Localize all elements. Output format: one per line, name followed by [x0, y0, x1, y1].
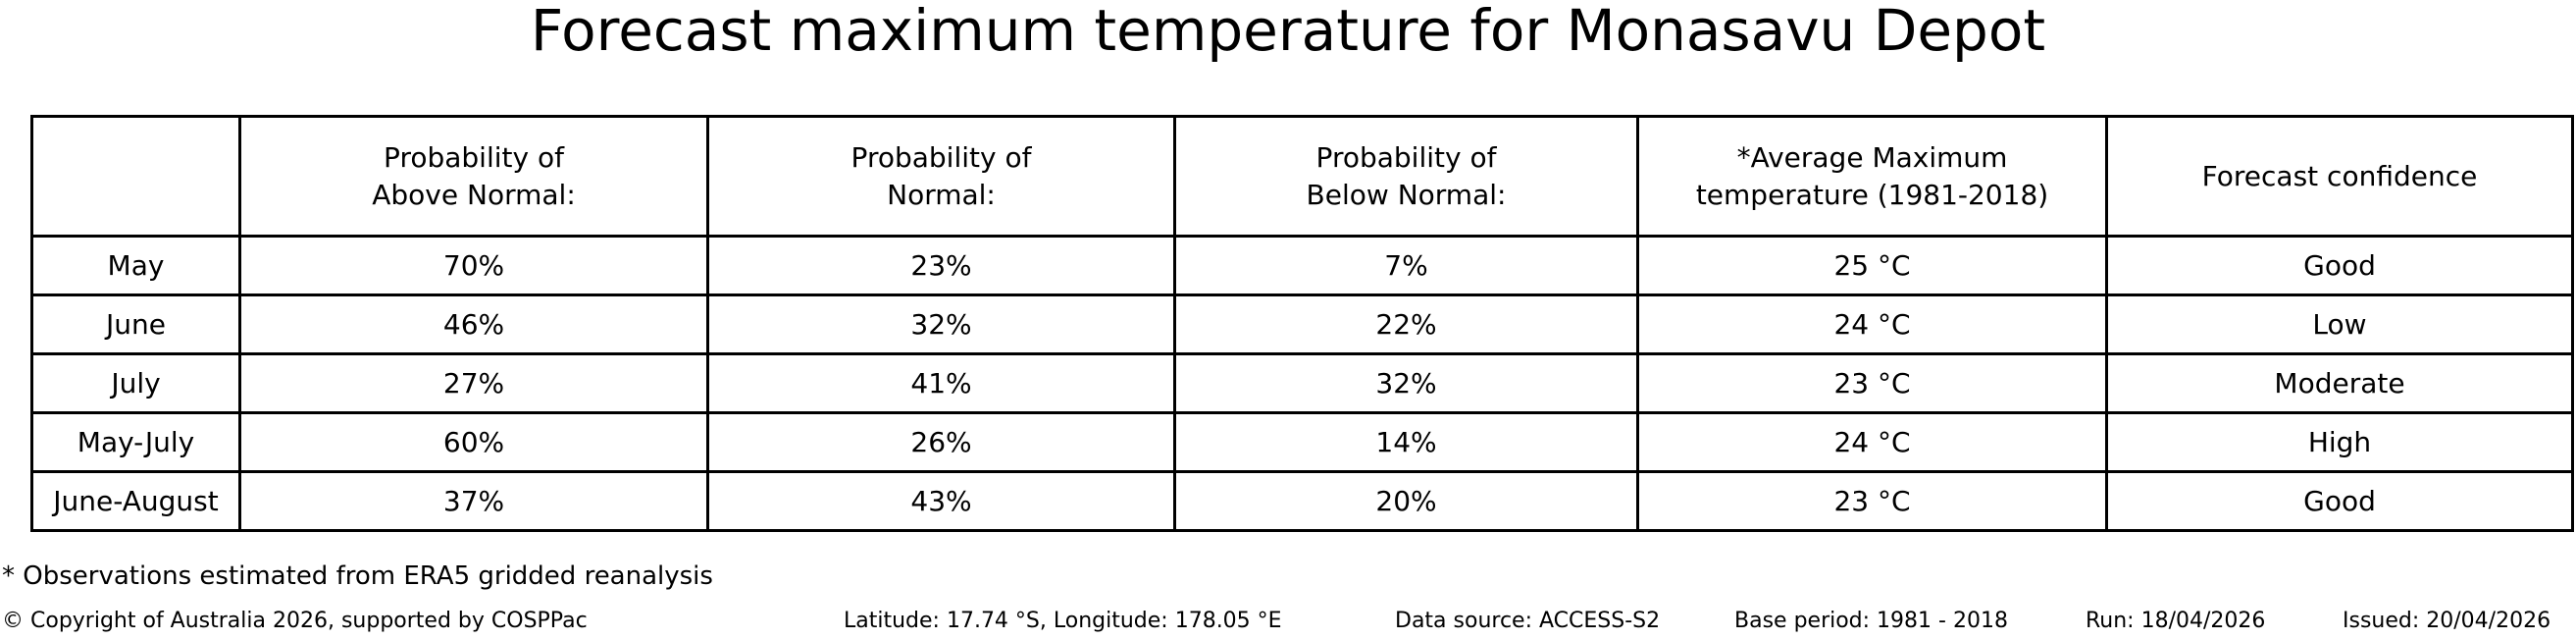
table-row: May 70% 23% 7% 25 °C Good	[30, 235, 2574, 296]
cell-normal: 26%	[706, 411, 1176, 473]
cell-forecast-confidence: Moderate	[2105, 352, 2574, 414]
cell-forecast-confidence: Good	[2105, 235, 2574, 296]
table-row: May-July 60% 26% 14% 24 °C High	[30, 411, 2574, 473]
forecast-table: Probability of Above Normal: Probability…	[30, 115, 2574, 532]
observations-footnote: * Observations estimated from ERA5 gridd…	[2, 561, 713, 591]
cell-above-normal: 46%	[238, 293, 709, 355]
location-coordinates: Latitude: 17.74 °S, Longitude: 178.05 °E	[844, 609, 1282, 633]
table-row: July 27% 41% 32% 23 °C Moderate	[30, 352, 2574, 414]
cell-average-max-temp: 23 °C	[1636, 470, 2108, 532]
cell-average-max-temp: 25 °C	[1636, 235, 2108, 296]
cell-above-normal: 70%	[238, 235, 709, 296]
row-label: July	[30, 352, 241, 414]
cell-below-normal: 20%	[1173, 470, 1639, 532]
cell-normal: 23%	[706, 235, 1176, 296]
cell-above-normal: 60%	[238, 411, 709, 473]
table-row: June-August 37% 43% 20% 23 °C Good	[30, 470, 2574, 532]
cell-forecast-confidence: Low	[2105, 293, 2574, 355]
cell-above-normal: 27%	[238, 352, 709, 414]
column-header-normal: Probability of Normal:	[706, 115, 1176, 238]
cell-below-normal: 32%	[1173, 352, 1639, 414]
cell-forecast-confidence: High	[2105, 411, 2574, 473]
cell-normal: 43%	[706, 470, 1176, 532]
column-header-average-max-temp: *Average Maximum temperature (1981-2018)	[1636, 115, 2108, 238]
copyright-text: © Copyright of Australia 2026, supported…	[2, 609, 588, 633]
cell-average-max-temp: 24 °C	[1636, 293, 2108, 355]
cell-below-normal: 7%	[1173, 235, 1639, 296]
table-header-row: Probability of Above Normal: Probability…	[30, 115, 2574, 238]
cell-normal: 32%	[706, 293, 1176, 355]
column-header-above-normal: Probability of Above Normal:	[238, 115, 709, 238]
cell-forecast-confidence: Good	[2105, 470, 2574, 532]
cell-below-normal: 14%	[1173, 411, 1639, 473]
table-corner-cell	[30, 115, 241, 238]
cell-average-max-temp: 23 °C	[1636, 352, 2108, 414]
table-row: June 46% 32% 22% 24 °C Low	[30, 293, 2574, 355]
page-title: Forecast maximum temperature for Monasav…	[530, 0, 2046, 64]
cell-average-max-temp: 24 °C	[1636, 411, 2108, 473]
row-label: May-July	[30, 411, 241, 473]
row-label: May	[30, 235, 241, 296]
row-label: June-August	[30, 470, 241, 532]
base-period-text: Base period: 1981 - 2018	[1734, 609, 2008, 633]
cell-above-normal: 37%	[238, 470, 709, 532]
data-source-text: Data source: ACCESS-S2	[1395, 609, 1661, 633]
forecast-table-container: Probability of Above Normal: Probability…	[30, 115, 2574, 532]
issued-date-text: Issued: 20/04/2026	[2343, 609, 2551, 633]
row-label: June	[30, 293, 241, 355]
cell-normal: 41%	[706, 352, 1176, 414]
column-header-below-normal: Probability of Below Normal:	[1173, 115, 1639, 238]
column-header-forecast-confidence: Forecast confidence	[2105, 115, 2574, 238]
cell-below-normal: 22%	[1173, 293, 1639, 355]
run-date-text: Run: 18/04/2026	[2086, 609, 2266, 633]
